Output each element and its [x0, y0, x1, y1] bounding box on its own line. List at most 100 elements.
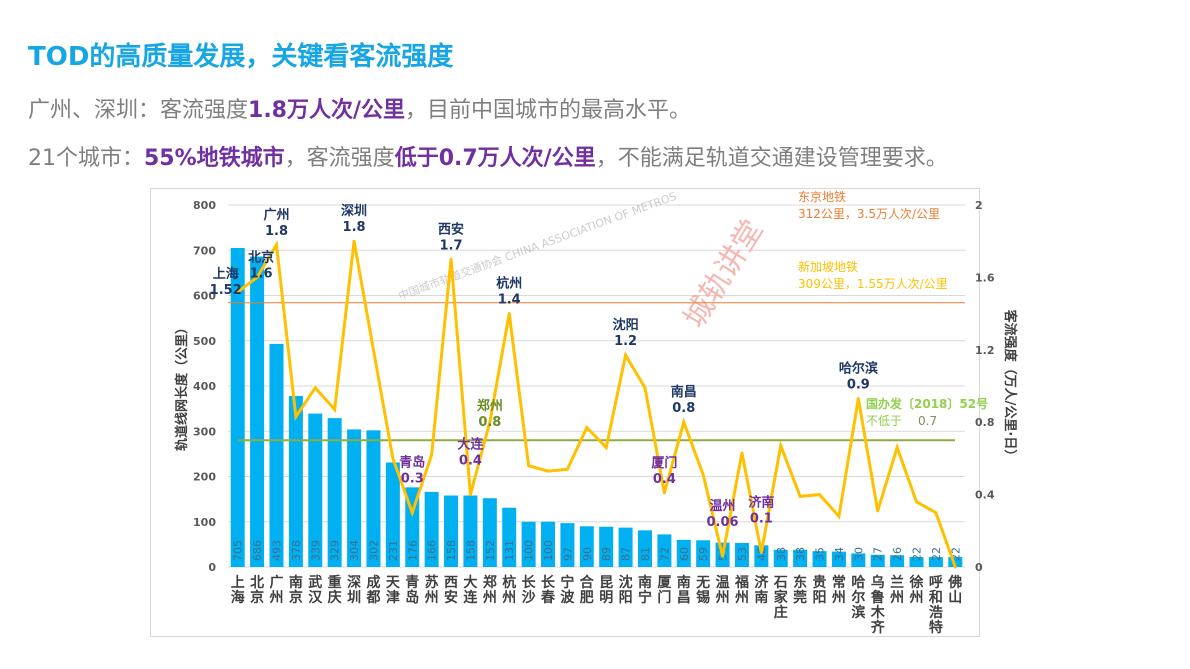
x-tick-label: 呼和浩特 [929, 574, 943, 636]
text: ，不能满足轨道交通建设管理要求。 [595, 146, 948, 171]
y-left-tick-label: 800 [193, 199, 216, 212]
x-tick-label: 厦门 [657, 575, 672, 606]
bar [502, 507, 517, 567]
point-label-value: 1.6 [250, 266, 273, 281]
line-point [410, 511, 414, 515]
bar-value-label: 30 [852, 547, 865, 561]
point-label-city: 上海 [213, 266, 239, 282]
x-tick-label: 无锡 [695, 575, 710, 606]
y-right-tick-label: 1.2 [975, 344, 995, 357]
bar-value-label: 158 [445, 540, 458, 561]
bar [793, 549, 808, 567]
line-point [313, 386, 317, 390]
x-tick-label: 上海 [231, 575, 245, 606]
bar-value-label: 302 [367, 540, 380, 561]
bar [327, 418, 342, 567]
bar [288, 395, 303, 567]
point-label-value: 1.4 [498, 293, 521, 308]
point-label-city: 郑州 [477, 398, 503, 414]
bar [560, 523, 575, 567]
x-tick-label: 贵阳 [813, 574, 827, 606]
point-label-value: 0.9 [847, 378, 870, 393]
policy-label: 国办发〔2018〕52号 [866, 396, 988, 411]
x-tick-label: 重庆 [328, 574, 342, 606]
x-tick-label: 宁波 [560, 574, 575, 606]
x-tick-label: 昆明 [599, 575, 613, 606]
line-point [294, 415, 298, 419]
line-point [585, 426, 589, 430]
bar [831, 551, 846, 567]
y-left-tick-label: 300 [193, 425, 216, 438]
x-tick-label: 杭州 [501, 574, 516, 606]
point-label-city: 西安 [438, 221, 464, 237]
bar-value-label: 72 [658, 547, 671, 561]
bar [773, 549, 788, 567]
point-label-city: 大连 [457, 437, 484, 453]
singapore-detail: 309公里，1.55万人次/公里 [798, 277, 948, 291]
policy-threshold-value: 0.7 [918, 414, 937, 428]
point-label-value: 0.8 [478, 415, 501, 430]
x-tick-label: 大连 [463, 574, 478, 606]
bar [482, 498, 497, 567]
line-point [837, 514, 841, 518]
line-point [430, 453, 434, 457]
subtitle-line-2: 21个城市：55%地铁城市，客流强度低于0.7万人次/公里，不能满足轨道交通建设… [28, 140, 948, 172]
bar-value-label: 38 [775, 547, 788, 561]
bar-value-label: 48 [755, 547, 768, 561]
bar-value-label: 378 [290, 540, 303, 561]
point-label-value: 0.1 [750, 512, 773, 527]
point-label-city: 南昌 [671, 384, 697, 400]
bar [637, 530, 652, 567]
text: ，客流强度 [284, 146, 395, 171]
x-tick-label: 南宁 [638, 574, 652, 606]
bar-value-label: 493 [270, 540, 283, 561]
bar-value-label: 22 [911, 547, 924, 561]
y-left-tick-label: 0 [208, 561, 216, 574]
y-right-tick-label: 0 [975, 561, 983, 574]
bar-value-label: 35 [814, 547, 827, 561]
line-point [391, 456, 395, 460]
x-tick-label: 西安 [444, 575, 458, 606]
line-point [895, 446, 899, 450]
x-tick-label: 广州 [268, 574, 283, 606]
point-label-value: 1.52 [210, 283, 242, 298]
point-label-value: 1.8 [265, 224, 288, 239]
bar-value-label: 304 [348, 540, 361, 561]
x-tick-label: 成都 [365, 574, 380, 606]
bar-value-label: 152 [484, 540, 497, 561]
y-left-tick-label: 600 [193, 290, 216, 303]
x-tick-label: 苏州 [424, 574, 439, 606]
bar-value-label: 87 [620, 547, 633, 561]
bar-value-label: 53 [736, 547, 749, 561]
bar-value-label: 158 [464, 540, 477, 561]
bar-value-label: 339 [309, 540, 322, 561]
y-right-tick-label: 1.6 [975, 271, 995, 284]
bar-value-label: 231 [387, 540, 400, 561]
line-point [701, 473, 705, 477]
bar-value-label: 705 [232, 540, 245, 561]
bar [521, 521, 536, 567]
line-point [759, 551, 763, 555]
bar [250, 256, 265, 567]
line-point [624, 353, 628, 357]
bar-value-label: 22 [930, 547, 943, 561]
y-left-tick-label: 400 [193, 380, 216, 393]
point-label-city: 深圳 [341, 203, 367, 219]
slide-title: TOD的高质量发展，关键看客流强度 [28, 42, 454, 72]
x-tick-label: 乌鲁木齐 [870, 574, 886, 636]
bar [851, 553, 866, 567]
x-tick-label: 佛山 [947, 574, 962, 606]
bar [269, 343, 284, 567]
y-left-tick-label: 500 [193, 335, 216, 348]
point-label-value: 0.3 [401, 472, 424, 487]
bar [424, 491, 439, 567]
y-left-tick-label: 700 [193, 244, 216, 257]
x-tick-label: 青岛 [405, 574, 419, 606]
line-point [721, 554, 725, 558]
bar [230, 247, 245, 568]
bar [385, 462, 400, 567]
point-label-value: 1.8 [343, 220, 366, 235]
bar [463, 495, 478, 567]
line-point [818, 493, 822, 497]
highlight: 低于0.7万人次/公里 [394, 146, 596, 171]
